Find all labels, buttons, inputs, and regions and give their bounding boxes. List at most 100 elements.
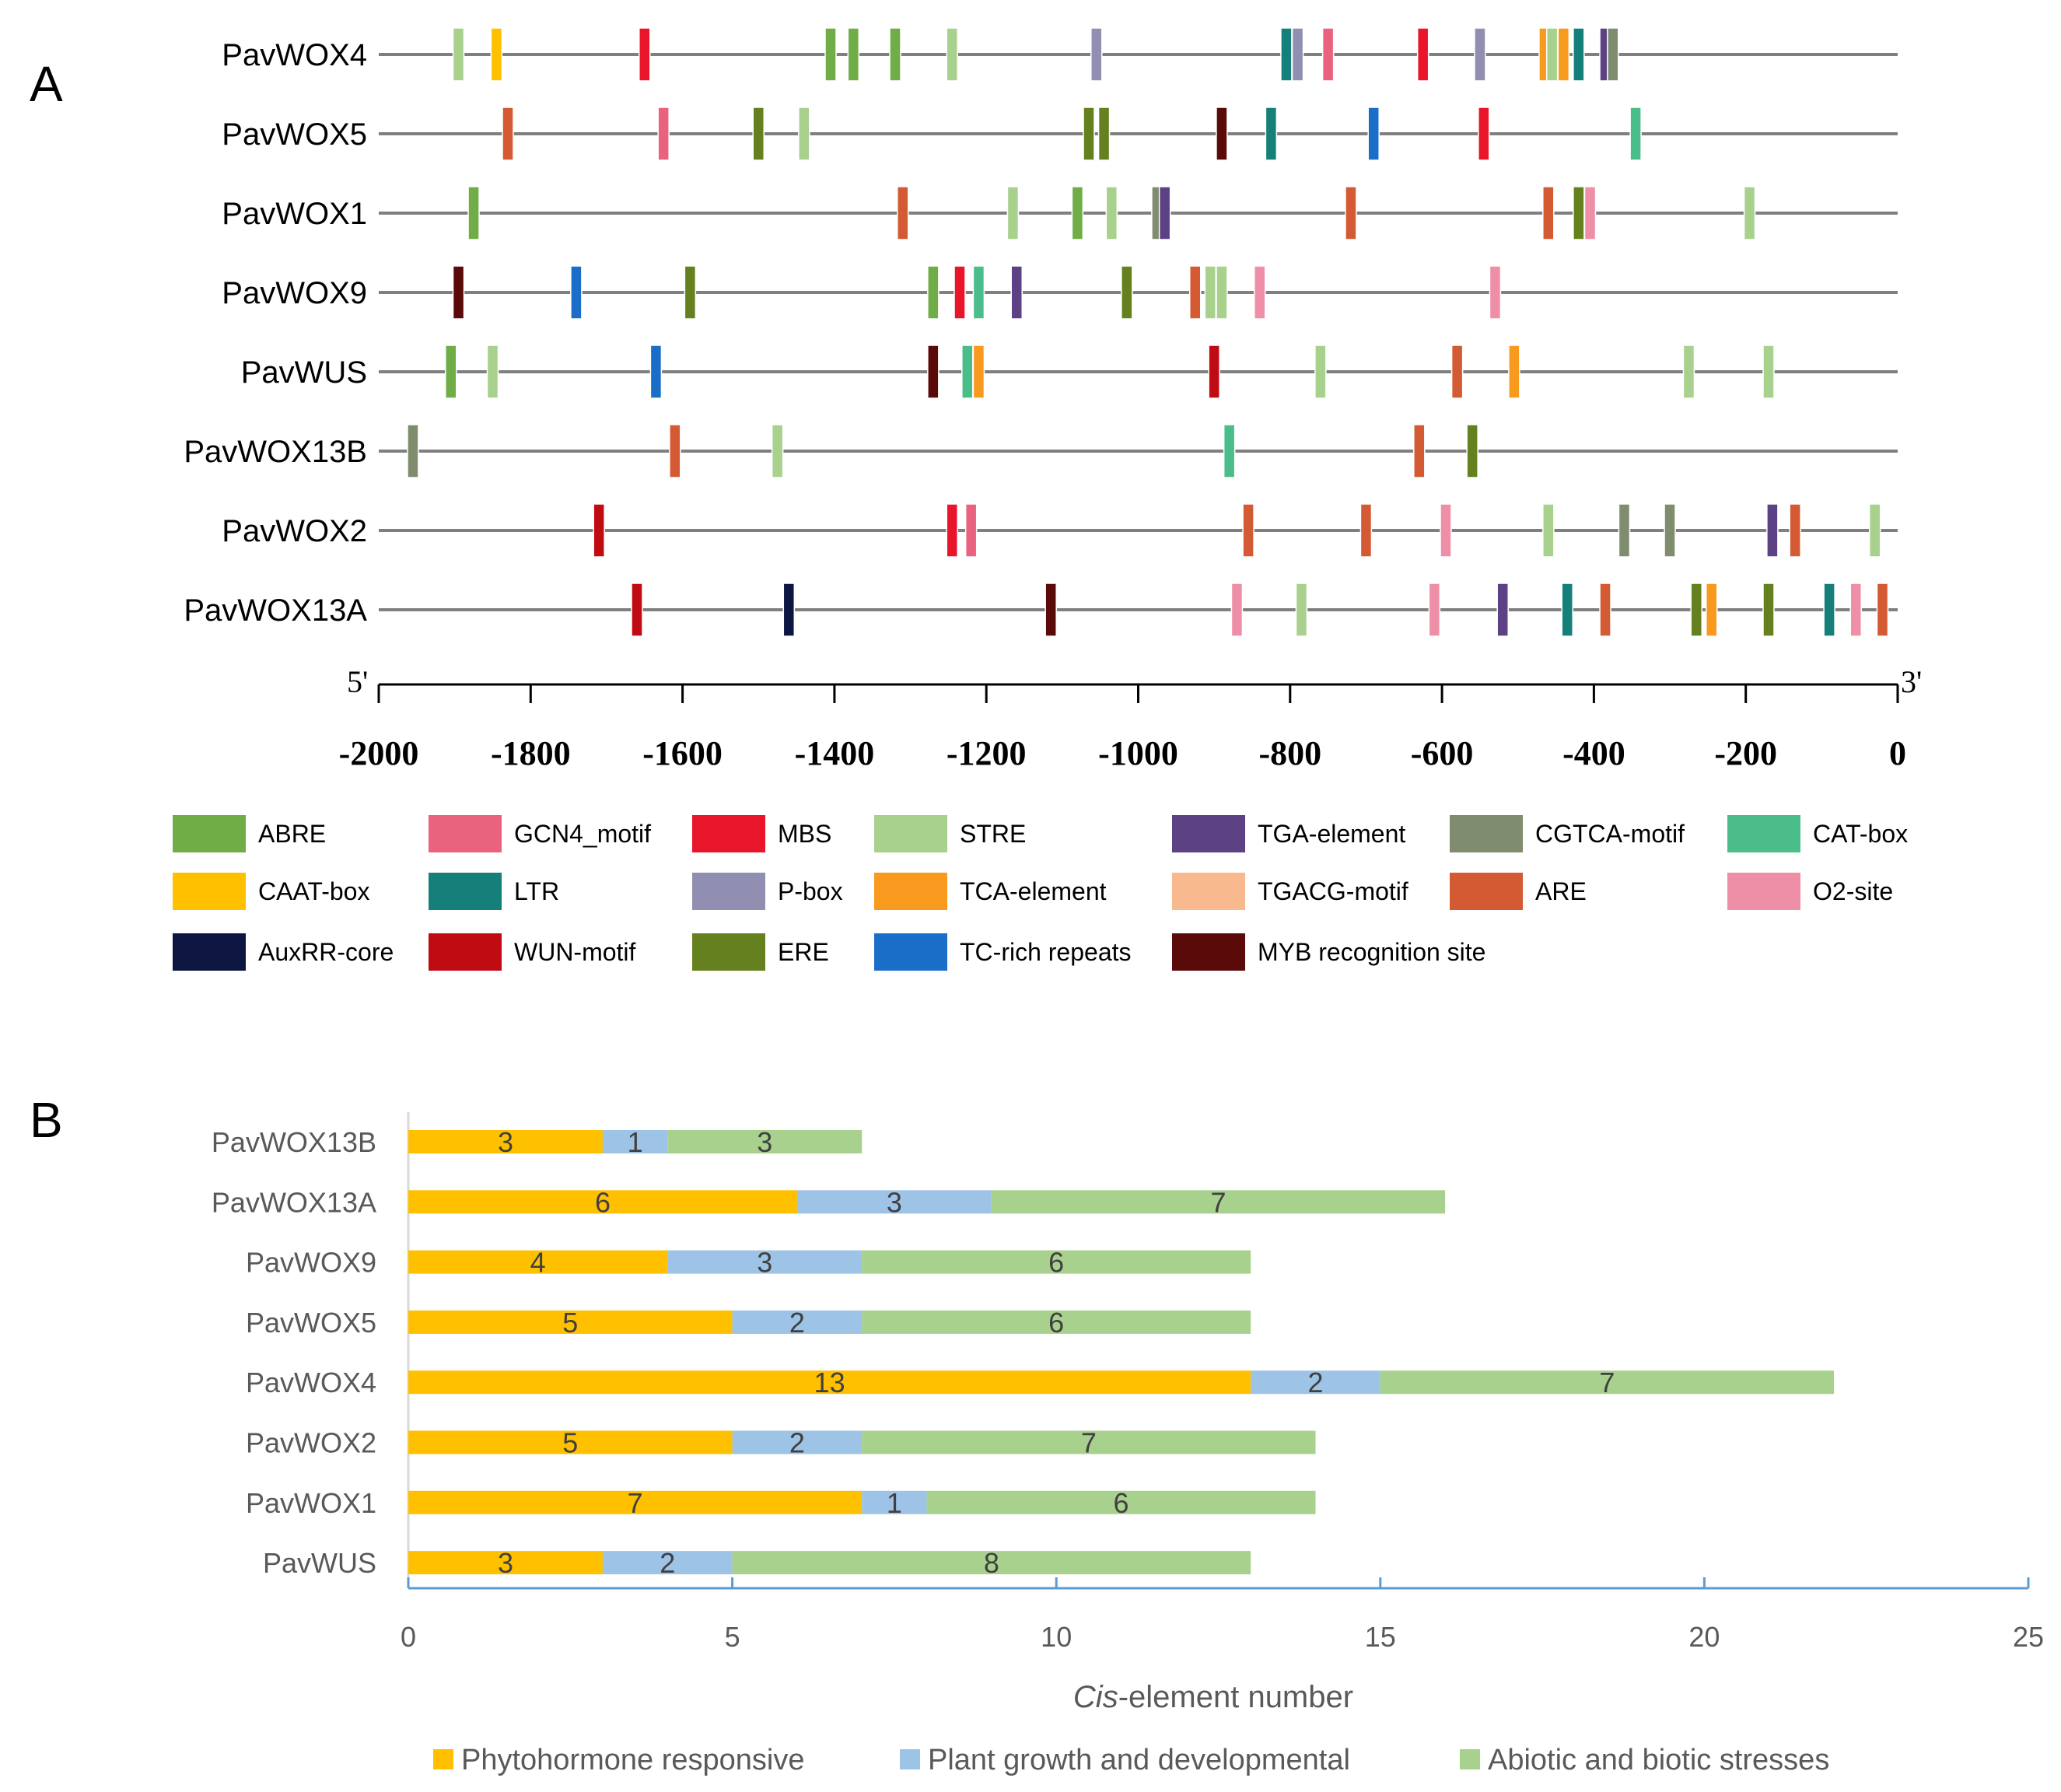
cis-element-mark [669,424,681,478]
count-axis-title: Cis-element number [1073,1680,1353,1714]
gene-track: PavWOX4 [222,27,1898,82]
legend-item: CGTCA-motif [1450,815,1685,852]
bar-row: PavWOX5 5 2 6 [246,1307,1251,1339]
legend-swatch [692,873,765,910]
cis-element-mark [897,186,909,240]
position-axis-tick-label: -600 [1411,734,1474,772]
position-axis-tick-label: -2000 [339,734,419,772]
cis-element-mark [1188,265,1202,320]
gene-label: PavWUS [241,355,367,390]
legend-swatch [429,815,502,852]
element-legend: ABRE GCN4_motif MBS STRE TGA-element CGTCA-mo… [173,815,1908,971]
bar-segment [732,1430,863,1454]
position-axis-tick-label: -1400 [795,734,875,772]
legend-swatch [429,873,502,910]
gene-track: PavWOX1 [222,186,1898,240]
cis-element-mark [889,27,901,82]
position-axis-tick-label: -1600 [642,734,723,772]
bar-row: PavWOX2 5 2 7 [246,1427,1316,1459]
cis-element-mark [1682,345,1695,399]
legend-swatch [173,873,246,910]
five-prime-label: 5' [347,664,368,699]
bar-segment [408,1130,603,1153]
cis-element-mark [486,345,499,399]
cis-element-mark [657,107,670,161]
bar-segment [408,1190,797,1214]
panel-a: A PavWOX4PavWOX5PavWOX1PavWOX9PavWUSPavW… [30,27,1922,971]
legend-item: TC-rich repeats [874,933,1132,971]
gene-track: PavWUS [241,345,1898,399]
legend-swatch [429,933,502,971]
cis-element-mark [798,107,810,161]
bar-value-label: 6 [595,1186,611,1218]
cis-element-mark [1044,583,1057,637]
bar-segment [796,1190,992,1214]
cis-element-mark [1223,424,1236,478]
cis-element-mark [570,265,583,320]
cis-element-mark [1706,583,1718,637]
bar-row: PavWOX4 13 2 7 [246,1367,1835,1398]
legend-label: LTR [514,877,559,905]
bar-value-label: 5 [562,1307,578,1339]
legend-swatch [173,933,246,971]
bar-value-label: 7 [1081,1427,1097,1459]
legend-item: ABRE [173,815,326,852]
bar-segment [1380,1370,1835,1395]
bar-segment [862,1430,1316,1454]
bar-value-label: 3 [498,1126,513,1158]
legend-item: MBS [692,815,831,852]
cis-element-mark [1542,186,1555,240]
position-axis-tick-label: -1200 [947,734,1027,772]
legend-label: Phytohormone responsive [461,1744,804,1776]
cis-element-mark [1876,583,1889,637]
cis-element-mark [964,503,978,558]
three-prime-label: 3' [1901,664,1922,699]
bar-row: PavWOX13B 3 1 3 [212,1126,863,1158]
bar-segment [926,1490,1316,1514]
cis-element-mark [752,107,765,161]
cis-element-mark [1216,107,1228,161]
legend-label: ARE [1535,877,1587,905]
count-axis-title-rest: -element number [1118,1680,1353,1714]
bar-category-label: PavWOX9 [246,1247,376,1279]
legend-swatch [433,1749,453,1769]
legend-item: TGA-element [1172,815,1405,852]
cis-element-mark [502,107,514,161]
cis-element-mark [1664,503,1676,558]
bar-value-label: 6 [1048,1247,1064,1279]
cis-element-mark [1573,27,1585,82]
bar-value-label: 1 [887,1487,902,1519]
bar-value-label: 1 [628,1126,643,1158]
bar-segment [667,1250,863,1274]
cis-element-mark [452,27,465,82]
bar-segment [667,1130,863,1153]
gene-label: PavWOX13A [184,593,367,628]
legend-label: TGA-element [1258,820,1405,848]
legend-swatch [692,815,765,852]
gene-track: PavWOX5 [222,107,1898,161]
legend-item: STRE [874,815,1026,852]
bar-segment [862,1310,1251,1334]
bar-category-label: PavWOX4 [246,1367,376,1398]
position-axis-tick-label: -1800 [491,734,571,772]
cis-element-mark [1121,265,1133,320]
cis-element-mark [1158,186,1171,240]
count-axis: 0 5 10 15 20 25 [401,1577,2044,1653]
bar-value-label: 7 [1210,1186,1226,1218]
cis-element-mark [1440,503,1452,558]
cis-element-mark [639,27,651,82]
cis-element-mark [961,345,974,399]
legend-label: CAT-box [1813,820,1908,848]
bar-value-label: 5 [562,1427,578,1459]
gene-track: PavWOX9 [222,265,1898,320]
cis-element-mark [407,424,419,478]
legend-swatch [874,815,947,852]
bar-value-label: 2 [789,1307,805,1339]
legend-label: TC-rich repeats [960,938,1132,966]
cis-element-mark [1599,583,1611,637]
legend-item: TGACG-motif [1172,873,1408,910]
gene-label: PavWOX5 [222,117,367,152]
cis-element-mark [946,27,959,82]
bar-value-label: 13 [814,1367,845,1398]
